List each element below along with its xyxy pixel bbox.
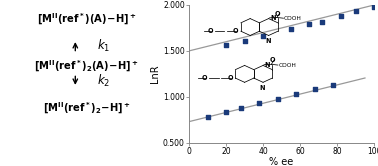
Text: $k_1$: $k_1$ xyxy=(97,38,110,54)
Point xyxy=(223,111,229,114)
Point xyxy=(288,28,294,30)
Text: $k_2$: $k_2$ xyxy=(97,73,110,89)
Text: $\bf{[M^{II}(ref^*)_2\!-\!H]^+}$: $\bf{[M^{II}(ref^*)_2\!-\!H]^+}$ xyxy=(43,101,131,116)
Point xyxy=(238,107,244,109)
Point xyxy=(319,20,325,23)
Point xyxy=(223,44,229,47)
Point xyxy=(275,97,281,100)
Point xyxy=(306,23,312,26)
Point xyxy=(256,102,262,105)
Text: $\bf{[M^{II}(ref^*)_2(A)\!-\!H]^+}$: $\bf{[M^{II}(ref^*)_2(A)\!-\!H]^+}$ xyxy=(34,59,139,74)
Point xyxy=(371,5,377,8)
Point xyxy=(353,10,359,13)
Point xyxy=(204,116,211,118)
Y-axis label: LnR: LnR xyxy=(150,65,160,83)
Point xyxy=(293,93,299,95)
Point xyxy=(338,15,344,17)
Point xyxy=(260,35,266,38)
Point xyxy=(242,40,248,42)
Text: $\bf{[M^{II}(ref^*)(A)\!-\!H]^+}$: $\bf{[M^{II}(ref^*)(A)\!-\!H]^+}$ xyxy=(37,12,137,27)
X-axis label: % ee: % ee xyxy=(270,157,294,166)
Point xyxy=(312,88,318,91)
Point xyxy=(330,83,336,86)
